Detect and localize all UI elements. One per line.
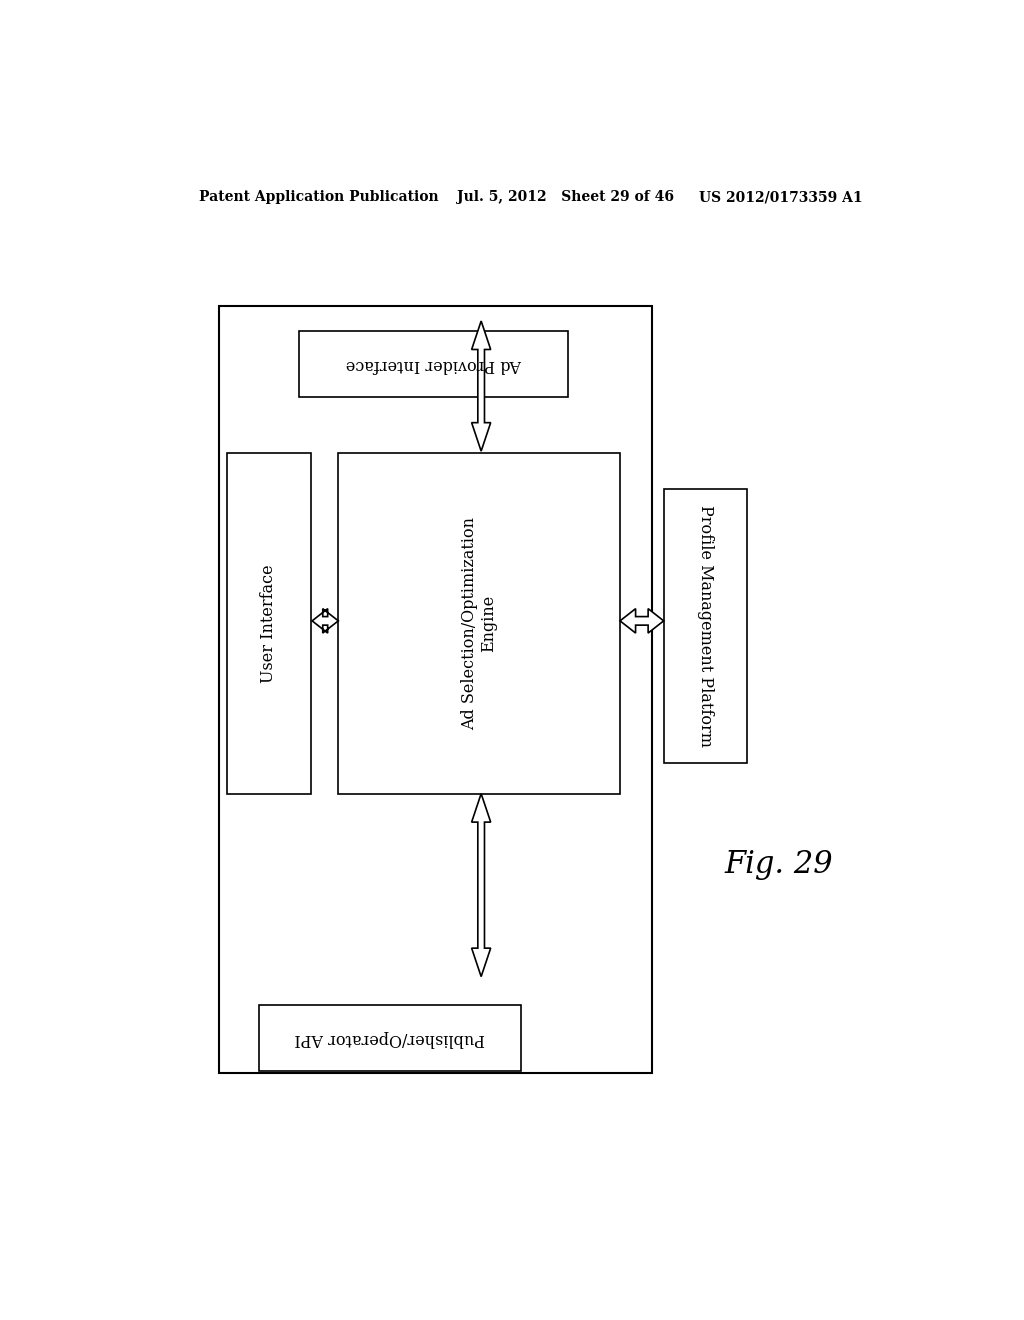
Polygon shape [472, 321, 490, 451]
Polygon shape [620, 609, 664, 634]
Text: Ad Provider Interface: Ad Provider Interface [345, 355, 521, 372]
Text: Ad Selection/Optimization
Engine: Ad Selection/Optimization Engine [461, 517, 498, 730]
Bar [299, 331, 568, 397]
Text: Fig. 29: Fig. 29 [724, 849, 834, 880]
Bar [338, 453, 621, 793]
Text: Jul. 5, 2012   Sheet 29 of 46: Jul. 5, 2012 Sheet 29 of 46 [458, 190, 675, 205]
Text: Profile Management Platform: Profile Management Platform [697, 506, 714, 747]
Polygon shape [312, 609, 338, 634]
Bar [664, 488, 748, 763]
Text: Publisher/Operator API: Publisher/Operator API [295, 1030, 485, 1047]
Text: User Interface: User Interface [260, 564, 278, 682]
Bar [219, 306, 652, 1073]
Text: US 2012/0173359 A1: US 2012/0173359 A1 [699, 190, 863, 205]
Text: Patent Application Publication: Patent Application Publication [200, 190, 439, 205]
Bar [227, 453, 310, 793]
Bar [259, 1005, 521, 1071]
Polygon shape [472, 793, 490, 977]
